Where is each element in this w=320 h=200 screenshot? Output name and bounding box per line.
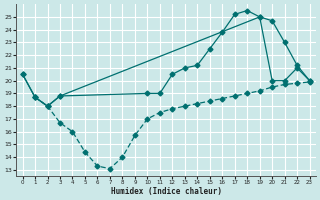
X-axis label: Humidex (Indice chaleur): Humidex (Indice chaleur) <box>111 187 221 196</box>
